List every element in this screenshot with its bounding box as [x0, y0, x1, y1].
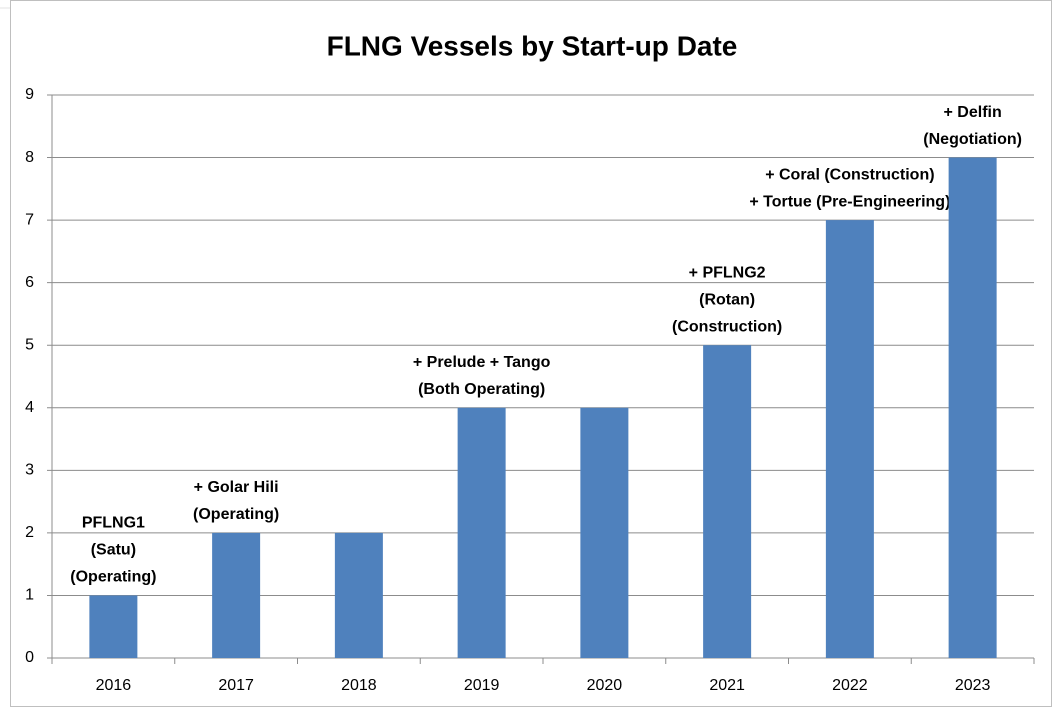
y-tick-label: 5: [25, 336, 34, 353]
bar: [89, 595, 138, 658]
annotation: + Coral (Construction): [765, 166, 934, 183]
annotation: + PFLNG2: [689, 264, 766, 281]
y-tick-label: 3: [25, 462, 34, 479]
x-tick-label: 2023: [955, 677, 991, 694]
bar: [334, 532, 383, 658]
y-tick-label: 1: [25, 587, 34, 604]
annotation: (Negotiation): [923, 131, 1022, 148]
annotation: PFLNG1: [82, 515, 145, 532]
y-tick-label: 2: [25, 524, 34, 541]
bar: [703, 345, 752, 658]
annotation: (Satu): [91, 542, 136, 559]
chart-title: FLNG Vessels by Start-up Date: [327, 30, 738, 61]
annotation: (Operating): [193, 506, 279, 523]
annotation: + Prelude + Tango: [413, 354, 551, 371]
annotation: + Delfin: [944, 104, 1002, 121]
y-tick-label: 4: [25, 399, 34, 416]
bar: [457, 407, 506, 658]
bar: [580, 407, 629, 658]
y-tick-label: 0: [25, 649, 34, 666]
x-tick-label: 2016: [96, 677, 132, 694]
y-tick-label: 8: [25, 149, 34, 166]
y-tick-label: 9: [25, 86, 34, 103]
annotation: (Both Operating): [418, 381, 545, 398]
y-tick-label: 6: [25, 274, 34, 291]
chart-frame: [10, 0, 1052, 707]
x-tick-label: 2021: [709, 677, 745, 694]
x-tick-label: 2017: [218, 677, 254, 694]
annotation: + Tortue (Pre-Engineering): [749, 193, 950, 210]
x-tick-label: 2019: [464, 677, 500, 694]
x-tick-label: 2018: [341, 677, 377, 694]
x-tick-label: 2022: [832, 677, 868, 694]
bar: [948, 157, 997, 659]
x-tick-label: 2020: [587, 677, 623, 694]
y-tick-label: 7: [25, 211, 34, 228]
annotation: + Golar Hili: [194, 479, 279, 496]
bar: [825, 220, 874, 658]
annotation: (Construction): [672, 318, 782, 335]
bar: [212, 532, 261, 658]
annotation: (Rotan): [699, 291, 755, 308]
annotation: (Operating): [70, 569, 156, 586]
